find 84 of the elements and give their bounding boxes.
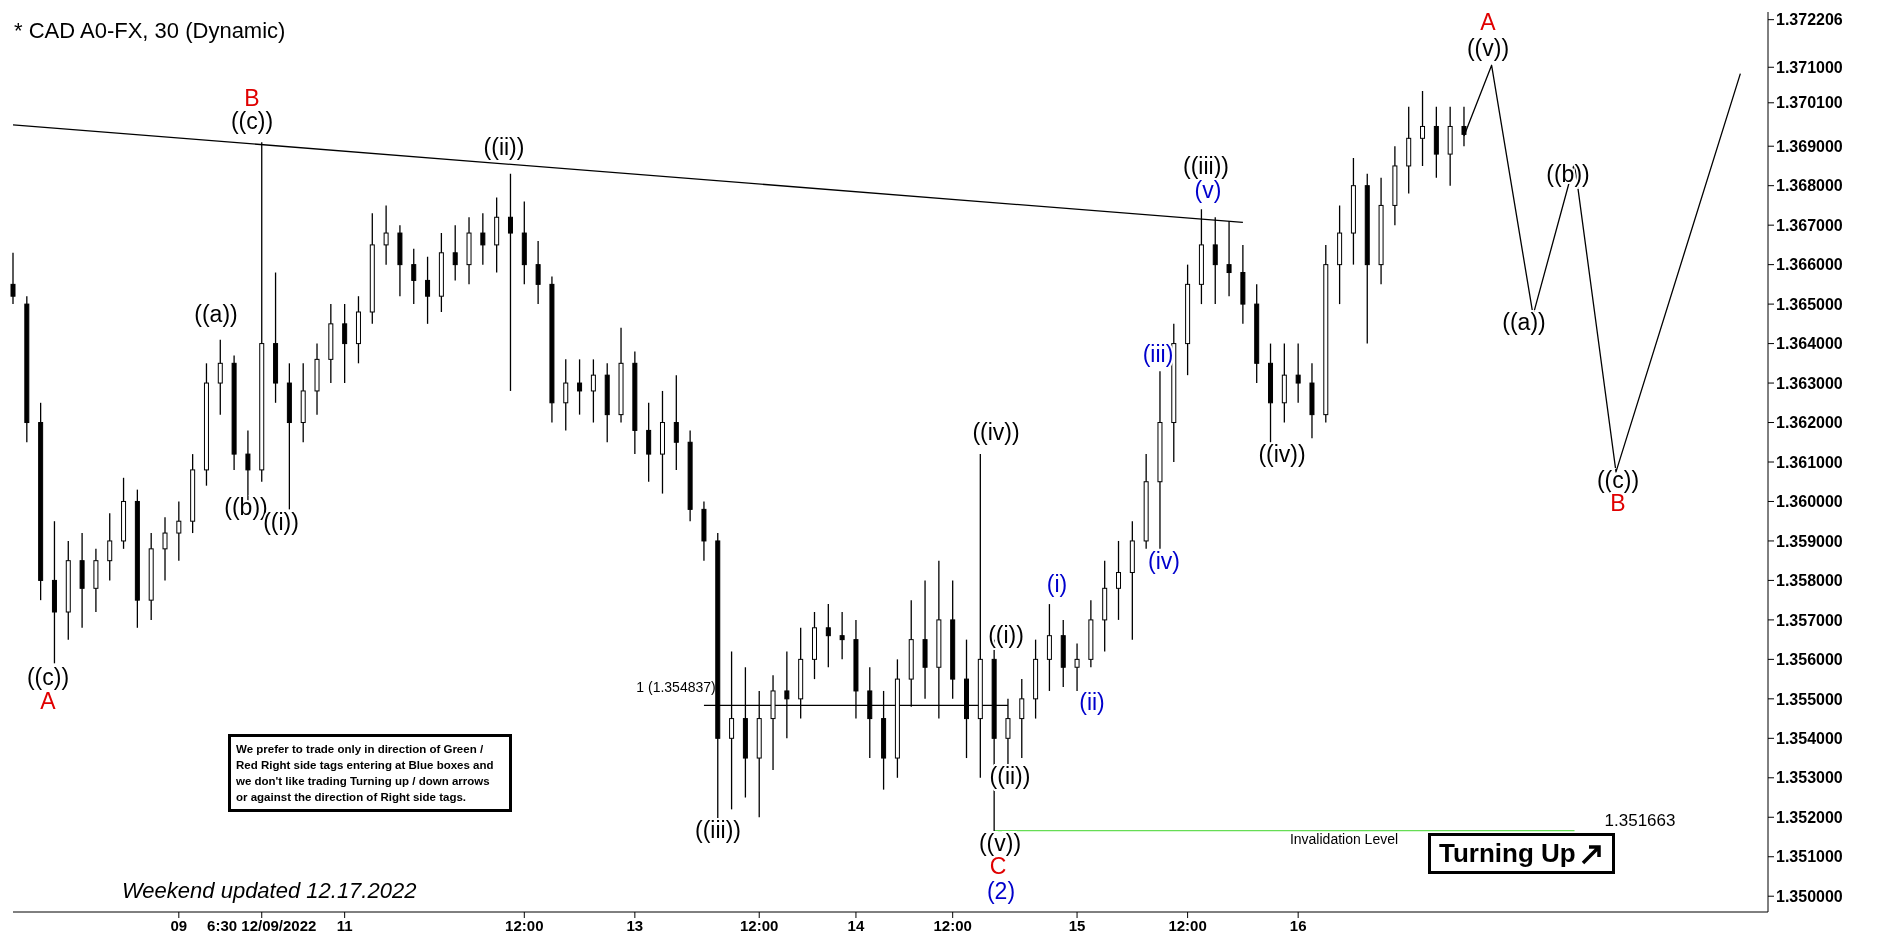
y-tick-label: 1.368000 <box>1776 177 1843 195</box>
candlestick <box>411 248 417 305</box>
y-tick-label: 1.361000 <box>1776 453 1843 471</box>
y-tick-label: 1.355000 <box>1776 690 1843 708</box>
annotation: (ii) <box>1079 689 1105 716</box>
candlestick <box>1046 603 1052 692</box>
candlestick <box>563 358 569 432</box>
x-tick-label: 12:00 <box>505 916 544 934</box>
candlestick <box>1019 678 1025 759</box>
y-tick-label: 1.359000 <box>1776 532 1843 550</box>
candlestick <box>480 212 486 266</box>
y-tick-label: 1.353000 <box>1776 769 1843 787</box>
candlestick <box>1074 642 1080 692</box>
candlestick <box>577 358 583 416</box>
y-tick-label: 1.357000 <box>1776 611 1843 629</box>
annotation: (2) <box>986 878 1016 905</box>
candlestick <box>425 256 431 325</box>
candlestick <box>107 512 113 582</box>
candlestick <box>839 611 845 661</box>
annotation: ((c)) <box>26 664 70 691</box>
annotation: ((v)) <box>978 830 1022 857</box>
candlestick <box>342 303 348 384</box>
y-tick-label: 1.352000 <box>1776 808 1843 826</box>
y-tick-label: 1.362000 <box>1776 414 1843 432</box>
annotation: A <box>1480 9 1497 36</box>
x-tick-label: 14 <box>847 916 865 934</box>
annotation: Turning Up <box>1439 838 1576 869</box>
candlestick <box>10 252 16 305</box>
annotation: 1.351663 <box>1604 811 1676 831</box>
x-tick-label: 12:00 <box>1168 916 1207 934</box>
candlestick <box>217 338 223 416</box>
y-tick-label: 1.354000 <box>1776 730 1843 747</box>
annotation: ((a)) <box>1502 309 1546 336</box>
annotation: Invalidation Level <box>1289 830 1399 847</box>
annotation: 1 (1.354837) <box>636 678 716 695</box>
y-tick-label: 1.363000 <box>1776 374 1843 392</box>
candlestick <box>1116 540 1122 621</box>
annotation: ((ii)) <box>483 134 525 161</box>
y-tick-label: 1.358000 <box>1776 572 1843 590</box>
annotation: ((iii)) <box>695 817 741 844</box>
candlestick <box>383 204 389 266</box>
y-tick-label: 1.367000 <box>1776 216 1843 234</box>
candlestick <box>162 516 168 582</box>
candlestick <box>176 500 182 562</box>
y-tick-label: 1.370100 <box>1776 94 1843 112</box>
annotation: ((a)) <box>194 301 238 328</box>
chart-title: * CAD A0-FX, 30 (Dynamic) <box>14 18 286 44</box>
x-tick-label: 12:00 <box>740 916 779 934</box>
annotation: Weekend updated 12.17.2022 <box>122 878 417 904</box>
annotation: We prefer to trade only in direction of Green / Red Right side tags entering at Blue boxes and we don't like trading Turning up / down arrows or against the direction of Right side tags. <box>228 734 512 812</box>
y-tick-label: 1.366000 <box>1776 256 1843 274</box>
y-tick-label: 1.365000 <box>1776 295 1843 313</box>
candlestick <box>507 173 513 392</box>
x-tick-label: 09 <box>170 916 188 934</box>
y-tick-label: 1.372206 <box>1776 11 1843 29</box>
y-tick-label: 1.351000 <box>1776 848 1843 866</box>
annotation: ((c)) <box>1596 467 1640 494</box>
y-tick-label: 1.364000 <box>1776 335 1843 353</box>
y-tick-label: 1.356000 <box>1776 651 1843 669</box>
y-tick-label: 1.350000 <box>1776 887 1843 905</box>
annotation: (iv) <box>1148 548 1180 575</box>
candlestick <box>452 224 458 282</box>
annotation: ((iii)) <box>1183 153 1229 180</box>
x-tick-label: 11 <box>336 916 353 934</box>
x-tick-label: 15 <box>1068 916 1086 934</box>
y-tick-label: 1.360000 <box>1776 493 1843 511</box>
candlestick <box>825 603 831 668</box>
annotation: ((iv)) <box>972 419 1020 446</box>
x-tick-label: 12:00 <box>933 916 972 934</box>
candlestick <box>673 374 679 471</box>
candlestick <box>1420 90 1426 167</box>
candlestick <box>646 402 652 483</box>
candlestick <box>590 358 596 424</box>
x-tick-label: 6:30 12/09/2022 <box>207 916 317 934</box>
annotation: ((i)) <box>988 622 1024 649</box>
annotation: ((iv)) <box>1258 441 1306 468</box>
annotation: ((v)) <box>1466 35 1510 62</box>
x-tick-label: 16 <box>1289 916 1307 934</box>
x-tick-label: 13 <box>626 916 644 934</box>
y-tick-label: 1.369000 <box>1776 137 1843 155</box>
y-tick-label: 1.371000 <box>1776 58 1843 76</box>
candlestick <box>535 240 541 305</box>
annotation: (i) <box>1046 571 1068 598</box>
candlestick <box>1295 342 1301 404</box>
